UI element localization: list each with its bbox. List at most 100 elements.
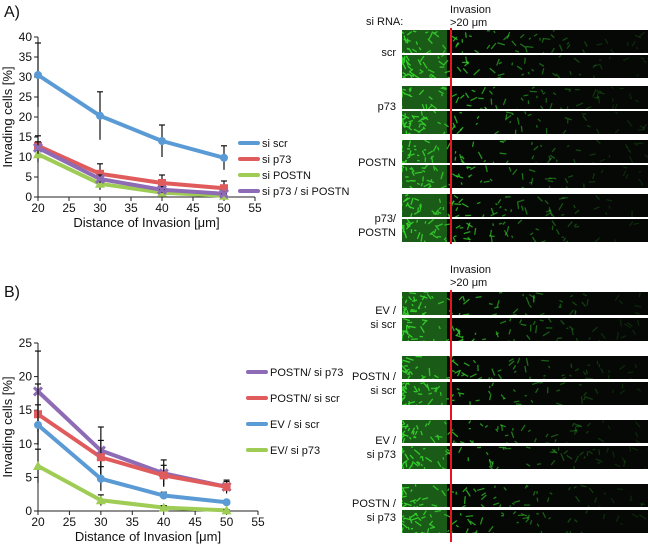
cell-mark xyxy=(508,166,512,172)
cell-mark xyxy=(574,310,577,315)
cell-mark xyxy=(489,67,496,74)
cell-mark xyxy=(414,148,417,151)
cell-mark xyxy=(407,132,411,134)
cell-mark xyxy=(458,313,461,315)
invasion-label-b: Invasion >20 μm xyxy=(450,264,491,290)
cell-mark xyxy=(627,322,633,327)
x-tick-label: 20 xyxy=(31,201,45,215)
cell-mark xyxy=(530,177,534,185)
panel-b-group-label-line1: EV / xyxy=(375,435,396,447)
cell-mark xyxy=(476,201,481,205)
dense-cell-region xyxy=(402,292,447,315)
cell-mark xyxy=(492,502,500,506)
cell-mark xyxy=(620,335,627,339)
cell-mark xyxy=(463,231,471,235)
cell-mark xyxy=(489,229,493,237)
cell-mark xyxy=(516,117,520,125)
cell-mark xyxy=(551,213,555,217)
cell-mark xyxy=(535,325,538,334)
cell-mark xyxy=(523,94,529,97)
cell-mark xyxy=(528,294,536,299)
cell-mark xyxy=(414,520,422,527)
cell-mark xyxy=(526,463,531,467)
cell-mark xyxy=(441,489,447,497)
cell-mark xyxy=(640,57,645,60)
cell-mark xyxy=(505,160,509,163)
cell-mark xyxy=(466,166,469,170)
cell-mark xyxy=(552,448,556,453)
cell-mark xyxy=(480,107,484,109)
y-tick-label: 10 xyxy=(19,150,33,164)
cell-mark xyxy=(537,196,543,202)
cell-mark xyxy=(490,211,498,217)
cell-mark xyxy=(520,424,526,432)
cell-mark xyxy=(413,390,417,393)
cell-mark xyxy=(569,294,574,298)
data-point xyxy=(32,142,44,153)
panel-b-strip xyxy=(402,292,648,315)
cell-mark xyxy=(412,430,415,435)
cell-mark xyxy=(525,357,529,366)
cell-mark xyxy=(465,515,474,518)
cell-mark xyxy=(619,319,622,327)
cell-mark xyxy=(583,456,586,459)
cell-mark xyxy=(432,234,439,239)
cell-mark xyxy=(511,502,515,505)
cell-mark xyxy=(406,219,412,225)
panel-a-group-label: p73 xyxy=(330,100,396,114)
cell-mark xyxy=(468,35,472,38)
cell-mark xyxy=(627,149,632,154)
cell-mark xyxy=(451,325,455,332)
cell-mark xyxy=(488,302,493,305)
cell-mark xyxy=(594,497,598,503)
cell-mark xyxy=(402,486,406,493)
series-line-ev-si-p73 xyxy=(36,463,229,513)
cell-mark xyxy=(561,376,566,379)
dense-cell-region xyxy=(402,446,447,469)
cell-mark xyxy=(454,214,460,217)
cell-mark xyxy=(606,447,609,453)
cell-mark xyxy=(457,369,462,377)
x-tick-label: 40 xyxy=(157,515,171,529)
cell-mark xyxy=(511,40,517,47)
panel-b-group-label: EV / si p73 xyxy=(330,434,396,462)
cell-mark xyxy=(424,140,431,144)
cell-mark xyxy=(481,492,487,497)
cell-mark xyxy=(615,515,620,523)
cell-mark xyxy=(427,219,435,225)
panel-a-strip xyxy=(402,86,648,109)
data-point xyxy=(96,111,104,120)
cell-mark xyxy=(574,423,583,428)
cell-mark xyxy=(402,523,408,529)
cell-mark xyxy=(405,222,411,227)
cell-mark xyxy=(539,319,544,322)
data-point xyxy=(159,491,168,500)
cell-mark xyxy=(441,55,444,58)
cell-mark xyxy=(402,433,409,438)
cell-mark xyxy=(420,375,426,379)
cell-mark xyxy=(508,329,512,335)
cell-mark xyxy=(533,145,539,151)
cell-mark xyxy=(421,455,424,462)
cell-mark xyxy=(614,463,621,468)
cell-mark xyxy=(412,30,417,33)
cell-mark xyxy=(614,128,620,134)
cell-mark xyxy=(543,378,545,379)
cell-mark xyxy=(598,505,601,507)
cell-mark xyxy=(582,49,586,53)
cell-mark xyxy=(584,41,588,48)
cell-mark xyxy=(437,301,444,305)
legend-entry: si p73 / si POSTN xyxy=(262,186,349,198)
cell-mark xyxy=(573,57,580,64)
cell-mark xyxy=(579,451,584,456)
cell-mark xyxy=(429,74,431,78)
cell-mark xyxy=(402,462,405,466)
cell-mark xyxy=(428,367,431,376)
cell-mark xyxy=(404,299,408,304)
cell-mark xyxy=(646,165,648,167)
panel-a-strip xyxy=(402,111,648,134)
cell-mark xyxy=(442,59,449,66)
cell-mark xyxy=(618,364,626,371)
cell-mark xyxy=(452,236,456,242)
cell-mark xyxy=(446,448,450,452)
